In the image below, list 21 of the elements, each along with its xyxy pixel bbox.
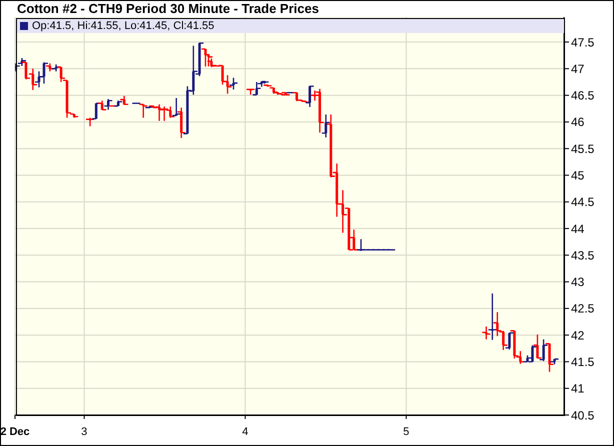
annotation: Op:41.5, Hi:41.55, Lo:41.45, Cl:41.55 <box>32 20 214 32</box>
y-tick-label: 40.5 <box>571 408 595 422</box>
y-tick-label: 43.5 <box>571 248 595 262</box>
y-tick-label: 46.5 <box>571 88 595 103</box>
y-tick-label: 44.5 <box>571 195 595 210</box>
y-tick-label: 43 <box>571 275 585 290</box>
y-tick-label: 41 <box>571 382 585 396</box>
x-tick-label: 5 <box>403 426 410 438</box>
x-tick-label: 2 Dec <box>0 426 30 438</box>
x-tick-label: 3 <box>81 426 88 438</box>
y-tick-label: 45.5 <box>571 142 595 156</box>
y-tick-label: 46 <box>571 115 585 130</box>
y-tick-label: 42 <box>571 328 585 342</box>
y-tick-label: 44 <box>571 222 585 236</box>
chart-title: Cotton #2 - CTH9 Period 30 Minute - Trade Prices <box>17 1 319 17</box>
y-tick-label: 41.5 <box>571 354 595 369</box>
y-tick-label: 45 <box>571 168 585 182</box>
y-tick-label: 42.5 <box>571 302 595 316</box>
y-tick-label: 47 <box>571 62 585 76</box>
x-tick-label: 4 <box>242 426 248 438</box>
y-tick-label: 47.5 <box>571 35 595 50</box>
